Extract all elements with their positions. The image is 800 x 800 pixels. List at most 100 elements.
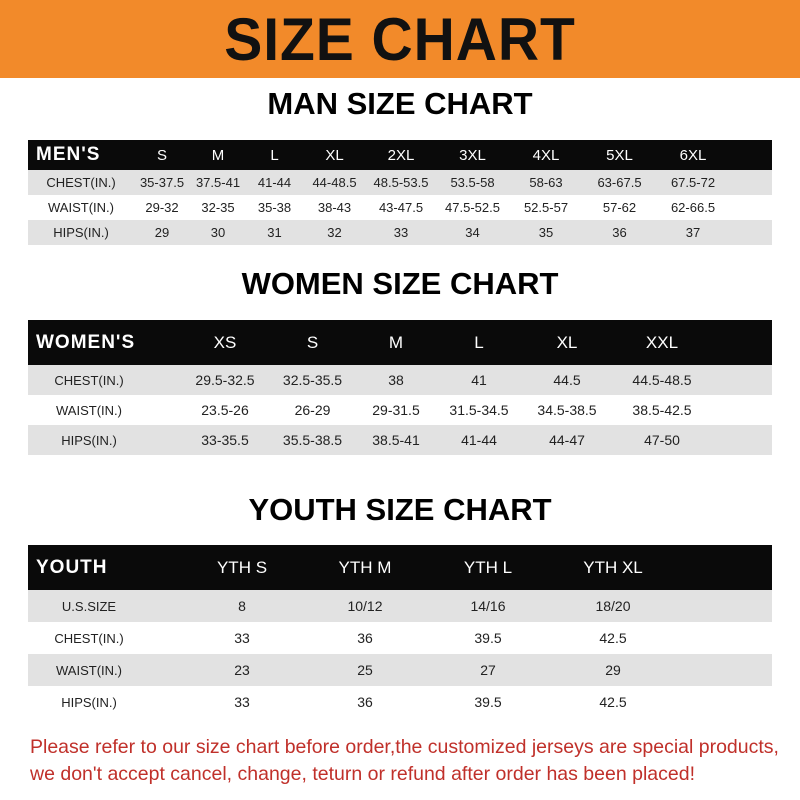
table-cell: 63-67.5 (597, 175, 642, 190)
table-row: WAIST(IN.) 23.5-26 26-29 29-31.5 31.5-34.5 34… (28, 395, 772, 425)
table-cell: 33 (393, 225, 409, 240)
table-cell: 67.5-72 (670, 175, 716, 190)
table-cell: S (156, 146, 167, 164)
banner-title: SIZE CHART (224, 5, 576, 73)
table-header-row: WOMEN'S XS S M L XL XXL (28, 320, 772, 365)
table-cell: 42.5 (599, 630, 627, 646)
table-cell: 31 (267, 225, 282, 240)
table-cell: 36 (357, 630, 373, 646)
table-row: HIPS(IN.) 29 30 31 32 33 34 35 36 37 (28, 220, 772, 245)
table-cell: 38.5-41 (372, 432, 420, 448)
table-cell: 32 (327, 225, 342, 240)
table-cell: 38-43 (317, 200, 352, 215)
table-cell: M (388, 332, 404, 352)
table-cell: 44.5-48.5 (632, 372, 692, 388)
table-cell: 14/16 (470, 598, 506, 614)
table-cell: 43-47.5 (378, 200, 424, 215)
table-cell: XS (213, 332, 237, 352)
table-cell: XL (556, 332, 578, 352)
table-cell: 39.5 (474, 694, 502, 710)
table-cell: 31.5-34.5 (449, 402, 509, 418)
row-label: CHEST(IN.) (46, 175, 116, 190)
row-label: WOMEN'S (36, 331, 136, 353)
table-cell: 35-38 (257, 200, 292, 215)
table-cell: S (306, 332, 319, 352)
table-cell: 52.5-57 (523, 200, 569, 215)
table-cell: 44-47 (549, 432, 585, 448)
table-cell: 30 (210, 225, 226, 240)
men-size-table: MEN'S S M L XL 2XL 3XL 4XL 5XL 6XL CHEST(IN.) 35-37… (28, 140, 772, 245)
order-notice: Please refer to our size chart before or… (30, 736, 779, 785)
row-label: YOUTH (36, 556, 108, 578)
row-label: WAIST(IN.) (56, 662, 122, 678)
table-cell: 32.5-35.5 (282, 372, 343, 388)
table-cell: 2XL (387, 146, 415, 164)
table-cell: 33-35.5 (201, 432, 249, 448)
table-cell: 29-31.5 (372, 402, 420, 418)
table-cell: YTH L (463, 557, 513, 577)
table-cell: 41-44 (257, 175, 292, 190)
table-cell: 47-50 (644, 432, 680, 448)
table-cell: L (270, 146, 279, 164)
table-cell: 26-29 (294, 402, 331, 418)
table-cell: L (474, 332, 484, 352)
table-cell: YTH XL (583, 557, 643, 577)
table-cell: 44.5 (553, 372, 581, 388)
table-header-row: MEN'S S M L XL 2XL 3XL 4XL 5XL 6XL (28, 140, 772, 170)
row-label: HIPS(IN.) (61, 432, 117, 448)
table-cell: 33 (234, 630, 250, 646)
table-cell: 41 (471, 372, 487, 388)
table-cell: 3XL (459, 146, 486, 164)
row-label: CHEST(IN.) (54, 630, 124, 646)
table-cell: 36 (612, 225, 627, 240)
table-cell: 36 (357, 694, 373, 710)
banner: SIZE CHART (0, 0, 800, 78)
youth-section-title: YOUTH SIZE CHART (248, 492, 552, 527)
table-cell: 8 (238, 598, 246, 614)
table-cell: 33 (234, 694, 250, 710)
table-cell: YTH M (338, 557, 392, 577)
table-cell: 62-66.5 (670, 200, 716, 215)
table-cell: 29.5-32.5 (195, 372, 255, 388)
table-cell: 4XL (532, 146, 560, 164)
table-row: CHEST(IN.) 35-37.5 37.5-41 41-44 44-48.5 48.5… (28, 170, 772, 195)
table-cell: 29 (605, 662, 621, 678)
table-cell: 29-32 (145, 200, 179, 215)
table-cell: 34 (465, 225, 480, 240)
table-cell: 32-35 (201, 200, 235, 215)
table-cell: 25 (357, 662, 373, 678)
table-row: WAIST(IN.) 23 25 27 29 (28, 654, 772, 686)
row-label: WAIST(IN.) (56, 402, 122, 418)
youth-size-table: YOUTH YTH S YTH M YTH L YTH XL U.S.SIZE 8 10/12… (28, 545, 772, 718)
table-cell: 57-62 (602, 200, 637, 215)
table-cell: 48.5-53.5 (373, 175, 429, 190)
table-cell: 38 (388, 372, 404, 388)
table-cell: YTH S (216, 557, 268, 577)
women-size-table: WOMEN'S XS S M L XL XXL CHEST(IN.) 29.5-32.5 32.5… (28, 320, 772, 455)
table-cell: 35.5-38.5 (282, 432, 343, 448)
row-label: HIPS(IN.) (53, 225, 109, 240)
table-row: WAIST(IN.) 29-32 32-35 35-38 38-43 43-47.5 47.… (28, 195, 772, 220)
table-cell: 23.5-26 (201, 402, 249, 418)
table-header-row: YOUTH YTH S YTH M YTH L YTH XL (28, 545, 772, 590)
table-cell: 44-48.5 (312, 175, 357, 190)
table-cell: 35 (538, 225, 554, 240)
table-row: CHEST(IN.) 29.5-32.5 32.5-35.5 38 41 44.5 44.5… (28, 365, 772, 395)
table-cell: XL (325, 146, 344, 164)
men-section-title: MAN SIZE CHART (267, 86, 533, 121)
table-cell: 37.5-41 (195, 175, 241, 190)
women-section-title: WOMEN SIZE CHART (241, 266, 559, 301)
table-cell: 5XL (606, 146, 633, 164)
table-row: CHEST(IN.) 33 36 39.5 42.5 (28, 622, 772, 654)
table-row: U.S.SIZE 8 10/12 14/16 18/20 (28, 590, 772, 622)
row-label: MEN'S (36, 144, 101, 165)
table-cell: 34.5-38.5 (537, 402, 597, 418)
table-cell: 53.5-58 (450, 175, 495, 190)
table-row: HIPS(IN.) 33-35.5 35.5-38.5 38.5-41 41-44 44-… (28, 425, 772, 455)
table-cell: 42.5 (599, 694, 627, 710)
row-label: WAIST(IN.) (48, 200, 114, 215)
table-cell: M (211, 146, 225, 164)
table-cell: 37 (685, 225, 701, 240)
table-cell: 23 (234, 662, 250, 678)
table-cell: XXL (645, 332, 679, 352)
